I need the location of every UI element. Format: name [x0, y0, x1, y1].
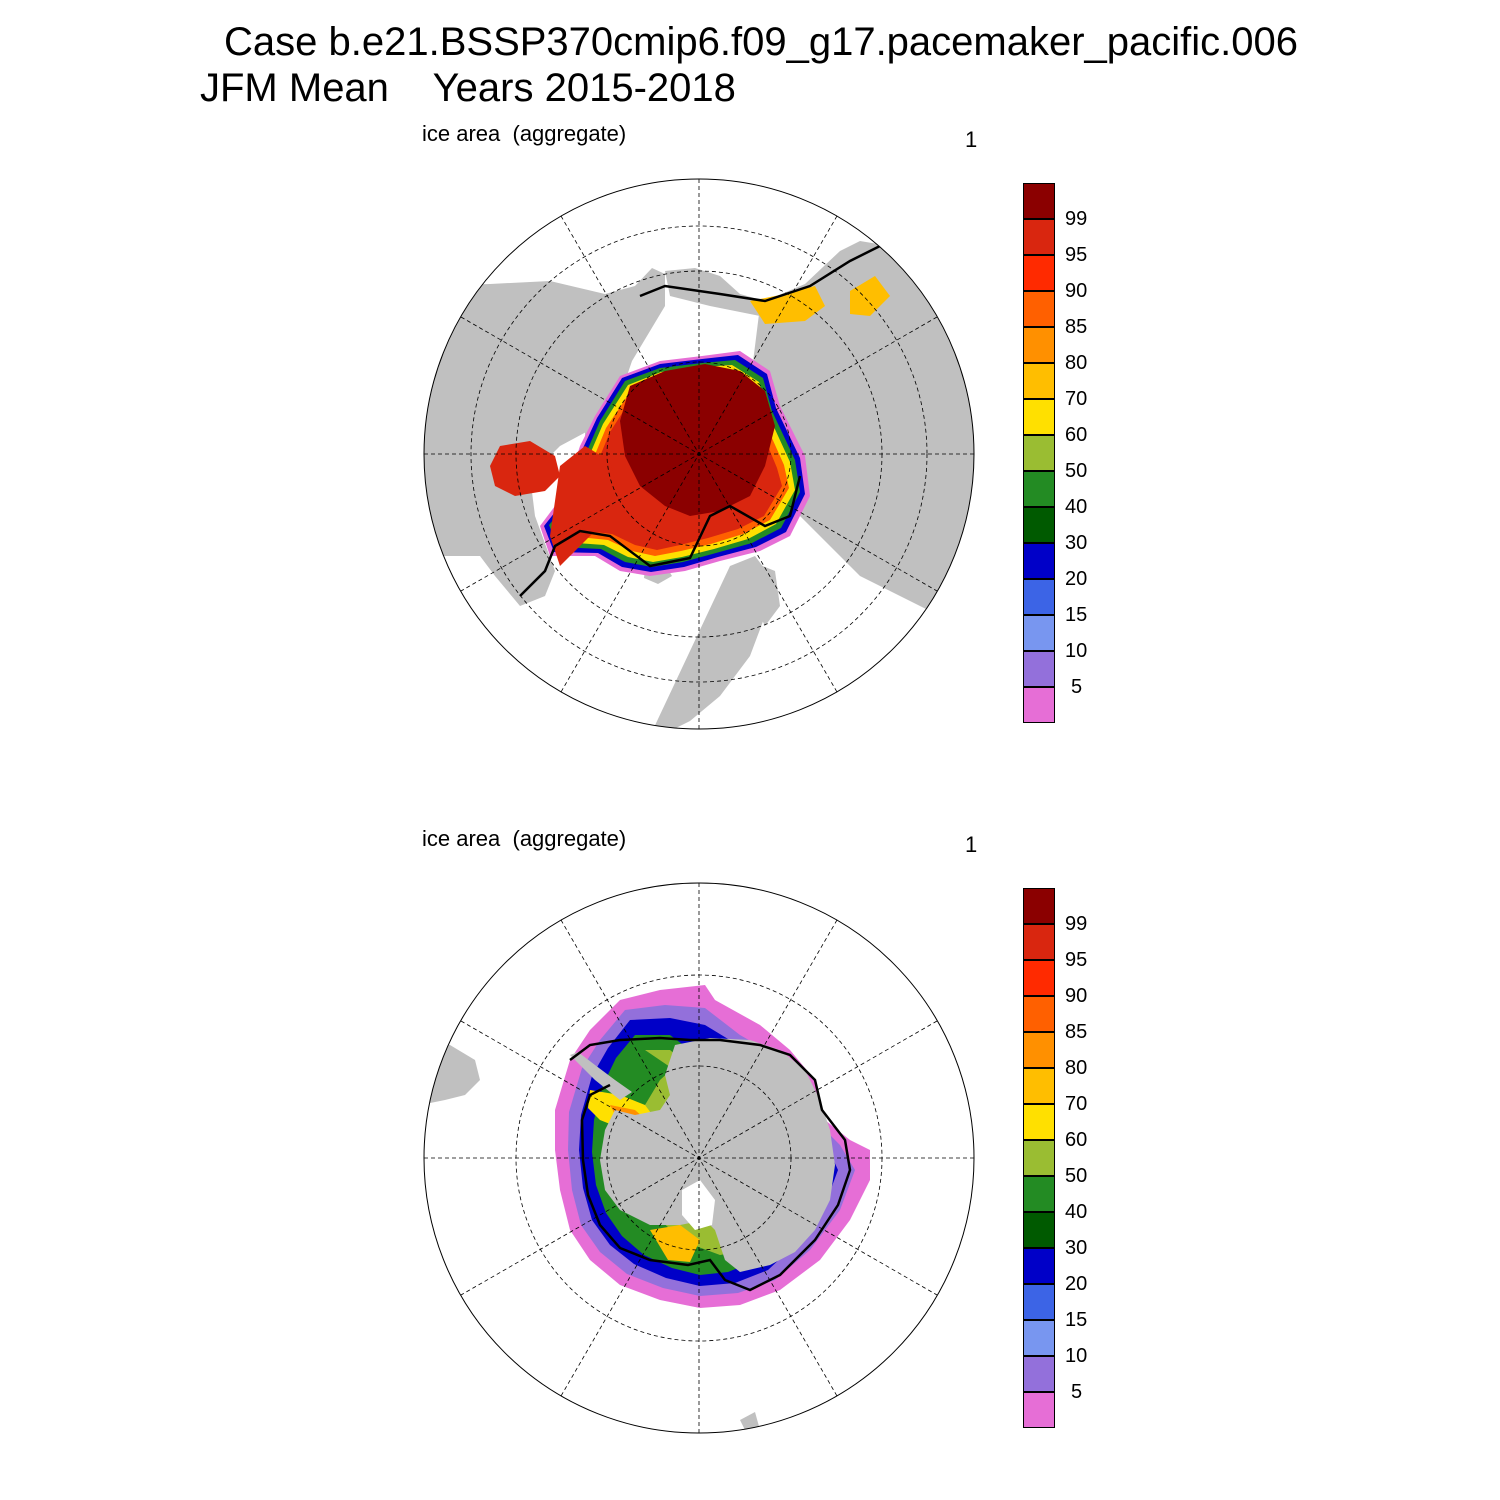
colorbar-label: 10: [1065, 1345, 1088, 1367]
colorbar-box: [1023, 1176, 1055, 1212]
colorbar-box: [1023, 615, 1055, 651]
colorbar-box: [1023, 183, 1055, 219]
colorbar-label: 99: [1065, 208, 1088, 230]
colorbar-box: [1023, 1392, 1055, 1428]
land-antarctica: [600, 1038, 835, 1272]
colorbar-box: [1023, 399, 1055, 435]
colorbar-label: 30: [1065, 1237, 1088, 1259]
ice-baffin-bay: [550, 446, 620, 566]
colorbar-box: [1023, 888, 1055, 924]
colorbar-label: 15: [1065, 604, 1088, 626]
colorbar-label: 60: [1065, 1129, 1088, 1151]
colorbar-label: 40: [1065, 1201, 1088, 1223]
colorbar-box: [1023, 651, 1055, 687]
colorbar-label: 10: [1065, 640, 1088, 662]
land-siberia: [750, 246, 974, 616]
colorbar-box: [1023, 507, 1055, 543]
arctic-map: [423, 178, 975, 730]
north-panel-label: ice area (aggregate): [422, 121, 627, 146]
colorbar-label: 90: [1065, 985, 1088, 1007]
land-alaska-chukotka: [665, 241, 890, 316]
colorbar-box: [1023, 1320, 1055, 1356]
colorbar-box: [1023, 1248, 1055, 1284]
colorbar-box: [1023, 1140, 1055, 1176]
colorbar-label: 90: [1065, 280, 1088, 302]
colorbar-label: 5: [1071, 676, 1083, 698]
colorbar-label: 85: [1065, 1021, 1088, 1043]
ice-ross-yellow: [650, 1225, 700, 1262]
colorbar-box: [1023, 291, 1055, 327]
colorbar-box: [1023, 543, 1055, 579]
ross-ice-shelf: [682, 1180, 715, 1230]
figure-title-line2: JFM Mean Years 2015-2018: [200, 66, 736, 110]
colorbar-box: [1023, 363, 1055, 399]
colorbar-label: 20: [1065, 568, 1088, 590]
land-scandinavia: [750, 561, 780, 626]
colorbar-box: [1023, 255, 1055, 291]
colorbar-label: 80: [1065, 352, 1088, 374]
colorbar-label: 40: [1065, 496, 1088, 518]
colorbar-label: 99: [1065, 913, 1088, 935]
colorbar-box: [1023, 960, 1055, 996]
colorbar-box: [1023, 687, 1055, 723]
colorbar-label: 5: [1071, 1381, 1083, 1403]
colorbar-box: [1023, 1032, 1055, 1068]
observed-ice-edge-contour: [569, 1036, 852, 1292]
colorbar-label: 85: [1065, 316, 1088, 338]
colorbar-box: [1023, 996, 1055, 1032]
colorbar-box: [1023, 1212, 1055, 1248]
colorbar-box: [1023, 471, 1055, 507]
colorbar-label: 80: [1065, 1057, 1088, 1079]
colorbar-label: 20: [1065, 1273, 1088, 1295]
south-panel-label: ice area (aggregate): [422, 826, 627, 851]
colorbar-box: [1023, 924, 1055, 960]
colorbar-label: 95: [1065, 949, 1088, 971]
colorbar-box: [1023, 1068, 1055, 1104]
colorbar-label: 60: [1065, 424, 1088, 446]
observed-ice-edge-contour: [519, 244, 881, 597]
ice-okhotsk: [850, 276, 890, 316]
ice-hudson-bay: [490, 441, 560, 496]
colorbar-box: [1023, 1356, 1055, 1392]
colorbar-box: [1023, 1104, 1055, 1140]
antarctic-map: [423, 882, 975, 1434]
colorbar-box: [1023, 1284, 1055, 1320]
north-panel-number: 1: [965, 127, 978, 152]
colorbar-box: [1023, 435, 1055, 471]
colorbar-label: 50: [1065, 1165, 1088, 1187]
ice-core-99: [620, 364, 775, 516]
south-panel-number: 1: [965, 832, 978, 857]
land-antarctic-peninsula: [570, 1052, 632, 1100]
colorbar-label: 15: [1065, 1309, 1088, 1331]
colorbar-box: [1023, 579, 1055, 615]
colorbar-label: 30: [1065, 532, 1088, 554]
colorbar-box: [1023, 219, 1055, 255]
colorbar-box: [1023, 327, 1055, 363]
ice-bering-sea: [750, 286, 825, 324]
colorbar-label: 70: [1065, 1093, 1088, 1115]
figure-title-line1: Case b.e21.BSSP370cmip6.f09_g17.pacemake…: [224, 20, 1299, 64]
colorbar-label: 95: [1065, 244, 1088, 266]
colorbar-label: 50: [1065, 460, 1088, 482]
colorbar-label: 70: [1065, 388, 1088, 410]
